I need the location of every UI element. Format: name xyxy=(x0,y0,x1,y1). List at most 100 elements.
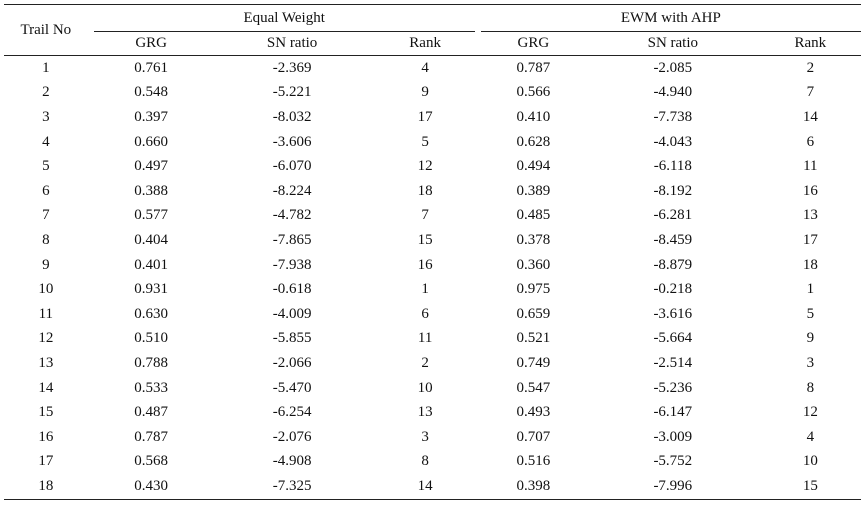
cell-rank-2: 15 xyxy=(802,477,818,494)
cell-rank-2: 5 xyxy=(806,305,815,322)
header-col-sn-ratio-1: SN ratio xyxy=(208,31,376,56)
cell-grg-2: 0.516 xyxy=(516,453,551,470)
table-body: 1 0.761 -2.369 4 0.787 -2.085 2 2 0.548 -5.221 9 0.… xyxy=(4,56,861,500)
cell-rank-2: 13 xyxy=(802,207,818,224)
cell-rank-1: 1 xyxy=(421,281,429,298)
cell-rank-2: 18 xyxy=(802,256,818,273)
cell-grg-1: 0.548 xyxy=(134,84,169,101)
cell-grg-1: 0.660 xyxy=(134,133,169,150)
cell-rank-2: 9 xyxy=(806,330,815,347)
cell-grg-1: 0.931 xyxy=(134,281,169,298)
table-row: 2 0.548 -5.221 9 0.566 -4.940 7 xyxy=(4,81,861,106)
cell-grg-2: 0.494 xyxy=(516,158,551,175)
cell-sn-ratio-2: -7.996 xyxy=(653,477,693,494)
cell-rank-1: 16 xyxy=(417,256,433,273)
cell-grg-2: 0.360 xyxy=(516,256,551,273)
cell-rank-1: 10 xyxy=(417,379,433,396)
cell-grg-1: 0.761 xyxy=(134,59,169,76)
cell-trail-no: 11 xyxy=(38,305,54,322)
cell-grg-2: 0.398 xyxy=(516,477,551,494)
cell-sn-ratio-1: -7.938 xyxy=(272,256,312,273)
cell-rank-1: 8 xyxy=(421,453,429,470)
cell-grg-1: 0.401 xyxy=(134,256,169,273)
cell-sn-ratio-2: -5.752 xyxy=(653,453,693,470)
cell-grg-1: 0.404 xyxy=(134,231,169,248)
cell-rank-1: 14 xyxy=(417,477,433,494)
cell-grg-1: 0.577 xyxy=(134,207,169,224)
table-row: 6 0.388 -8.224 18 0.389 -8.192 16 xyxy=(4,179,861,204)
cell-rank-1: 17 xyxy=(417,108,433,125)
cell-rank-1: 18 xyxy=(417,182,433,199)
cell-sn-ratio-1: -5.470 xyxy=(272,379,312,396)
cell-rank-2: 6 xyxy=(806,133,815,150)
cell-sn-ratio-2: -0.218 xyxy=(653,281,693,298)
cell-sn-ratio-2: -6.118 xyxy=(653,158,692,175)
cell-grg-1: 0.510 xyxy=(134,330,169,347)
table-row: 4 0.660 -3.606 5 0.628 -4.043 6 xyxy=(4,130,861,155)
header-trail-no: Trail No xyxy=(4,4,88,56)
cell-grg-1: 0.568 xyxy=(134,453,169,470)
cell-rank-2: 16 xyxy=(802,182,818,199)
table-row: 11 0.630 -4.009 6 0.659 -3.616 5 xyxy=(4,302,861,327)
cell-grg-2: 0.521 xyxy=(516,330,551,347)
cell-sn-ratio-2: -3.009 xyxy=(653,428,693,445)
cell-sn-ratio-1: -6.254 xyxy=(272,404,312,421)
cell-sn-ratio-1: -3.606 xyxy=(272,133,312,150)
cell-trail-no: 14 xyxy=(38,379,54,396)
cell-sn-ratio-1: -4.782 xyxy=(272,207,312,224)
cell-rank-1: 5 xyxy=(421,133,429,150)
cell-sn-ratio-1: -6.070 xyxy=(272,158,312,175)
cell-rank-2: 7 xyxy=(806,84,815,101)
cell-trail-no: 5 xyxy=(42,158,50,175)
header-group-ewm-ahp: EWM with AHP xyxy=(480,4,861,32)
table-row: 12 0.510 -5.855 11 0.521 -5.664 9 xyxy=(4,327,861,352)
header-col-grg-1: GRG xyxy=(93,31,209,56)
cell-rank-1: 7 xyxy=(421,207,429,224)
cell-rank-2: 4 xyxy=(806,428,815,445)
cell-sn-ratio-1: -4.908 xyxy=(272,453,312,470)
cell-grg-1: 0.397 xyxy=(134,108,169,125)
cell-grg-1: 0.497 xyxy=(134,158,169,175)
cell-rank-1: 3 xyxy=(421,428,429,445)
cell-trail-no: 10 xyxy=(38,281,54,298)
cell-rank-2: 3 xyxy=(806,354,815,371)
cell-sn-ratio-2: -3.616 xyxy=(653,305,693,322)
cell-rank-1: 13 xyxy=(417,404,433,421)
cell-grg-2: 0.749 xyxy=(516,354,551,371)
cell-trail-no: 15 xyxy=(38,404,54,421)
cell-grg-1: 0.487 xyxy=(134,404,169,421)
cell-grg-1: 0.388 xyxy=(134,182,169,199)
cell-sn-ratio-2: -5.236 xyxy=(653,379,693,396)
cell-sn-ratio-1: -5.221 xyxy=(272,84,312,101)
cell-grg-2: 0.389 xyxy=(516,182,551,199)
cell-sn-ratio-1: -7.865 xyxy=(272,231,312,248)
cell-sn-ratio-2: -8.192 xyxy=(653,182,693,199)
table-row: 7 0.577 -4.782 7 0.485 -6.281 13 xyxy=(4,204,861,229)
cell-grg-2: 0.659 xyxy=(516,305,551,322)
table-row: 17 0.568 -4.908 8 0.516 -5.752 10 xyxy=(4,450,861,475)
table-row: 15 0.487 -6.254 13 0.493 -6.147 12 xyxy=(4,400,861,425)
cell-rank-1: 12 xyxy=(417,158,433,175)
cell-trail-no: 16 xyxy=(38,428,54,445)
cell-rank-1: 6 xyxy=(421,305,429,322)
cell-sn-ratio-1: -5.855 xyxy=(272,330,312,347)
cell-sn-ratio-2: -8.879 xyxy=(653,256,693,273)
header-col-sn-ratio-2: SN ratio xyxy=(585,31,760,56)
cell-grg-1: 0.533 xyxy=(134,379,169,396)
header-col-rank-2: Rank xyxy=(759,31,861,56)
cell-grg-1: 0.630 xyxy=(134,305,169,322)
cell-sn-ratio-2: -6.147 xyxy=(653,404,693,421)
cell-trail-no: 9 xyxy=(42,256,50,273)
cell-sn-ratio-1: -2.076 xyxy=(272,428,312,445)
cell-grg-1: 0.787 xyxy=(134,428,169,445)
table-row: 3 0.397 -8.032 17 0.410 -7.738 14 xyxy=(4,105,861,130)
cell-trail-no: 17 xyxy=(38,453,54,470)
cell-grg-2: 0.378 xyxy=(516,231,551,248)
cell-rank-2: 17 xyxy=(802,231,818,248)
cell-sn-ratio-2: -7.738 xyxy=(653,108,693,125)
table-row: 14 0.533 -5.470 10 0.547 -5.236 8 xyxy=(4,376,861,401)
cell-sn-ratio-1: -7.325 xyxy=(272,477,312,494)
cell-trail-no: 13 xyxy=(38,354,54,371)
cell-grg-2: 0.707 xyxy=(516,428,551,445)
cell-trail-no: 8 xyxy=(42,231,50,248)
